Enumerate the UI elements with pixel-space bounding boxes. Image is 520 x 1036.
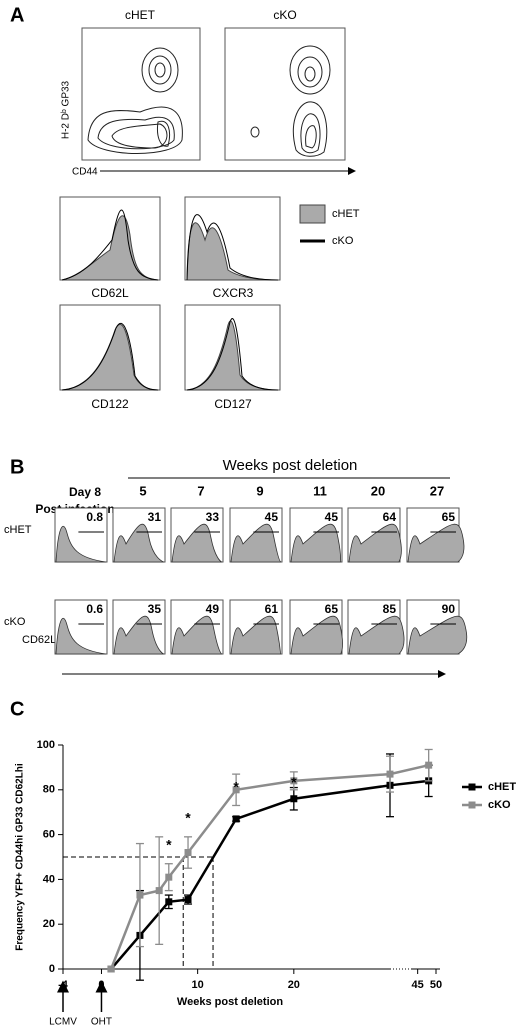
gate-value: 33 <box>206 510 220 524</box>
significance: * <box>233 778 239 794</box>
histogram <box>290 523 342 563</box>
y-tick-label: 20 <box>43 918 55 930</box>
gate-value: 64 <box>383 510 397 524</box>
contour-frame <box>224 27 346 161</box>
y-tick-label: 40 <box>43 873 55 885</box>
histogram <box>171 524 223 563</box>
histogram <box>407 615 468 655</box>
week-header: 5 <box>139 483 146 498</box>
y-axis-label: Frequency YFP+ CD44hi GP33 CD62Lhi <box>15 763 26 951</box>
axis-label: CD44 <box>72 167 98 178</box>
event-label: LCMV <box>49 1017 77 1028</box>
gate-value: 35 <box>148 602 162 616</box>
event-label: OHT <box>91 1017 112 1028</box>
panel-label: A <box>10 4 24 26</box>
x-tick-label: 50 <box>430 979 442 991</box>
histogram <box>55 618 107 655</box>
y-tick-label: 100 <box>37 739 55 751</box>
point <box>290 795 298 803</box>
week-header: 9 <box>256 483 263 498</box>
gate-value: 31 <box>148 510 162 524</box>
gate-value: 90 <box>442 602 456 616</box>
significance: * <box>166 837 172 853</box>
header: Weeks post deletion <box>223 457 358 474</box>
x-tick-label: 45 <box>412 979 424 991</box>
panel-b-grid: 5 7 9 11 20 27 cHET 0.8 31 33 45 45 64 65 cKO 0.6 35 49 61… <box>4 483 468 655</box>
day-label: Day 8 <box>69 485 101 499</box>
histogram <box>171 616 223 655</box>
gate-value: 45 <box>265 510 279 524</box>
significance: * <box>291 774 297 790</box>
legend-swatch <box>468 783 476 791</box>
histogram-label: CD122 <box>91 397 129 411</box>
y-tick-label: 0 <box>49 963 55 975</box>
point <box>136 891 144 899</box>
week-header: 11 <box>313 483 327 498</box>
axis-label: CD62L <box>22 634 56 646</box>
y-tick-label: 80 <box>43 784 55 796</box>
gate-value: 0.6 <box>86 602 103 616</box>
gate-value: 45 <box>325 510 339 524</box>
plot-title: cKO <box>273 8 296 22</box>
histogram <box>230 616 282 655</box>
gate-value: 49 <box>206 602 220 616</box>
histogram <box>290 615 343 655</box>
week-header: 20 <box>371 483 385 498</box>
week-header: 27 <box>430 483 444 498</box>
histograms <box>59 196 281 391</box>
point <box>107 965 115 973</box>
gate-value: 65 <box>325 602 339 616</box>
axis-label: H-2 Dᵇ GP33 <box>61 80 72 139</box>
point <box>184 896 192 904</box>
x-axis-label: Weeks post deletion <box>177 996 283 1008</box>
gate-value: 65 <box>442 510 456 524</box>
point <box>184 849 192 857</box>
x-tick-label: 10 <box>192 979 204 991</box>
histogram-label: CXCR3 <box>213 286 254 300</box>
legend-swatch <box>299 204 326 224</box>
point <box>290 777 298 785</box>
contour-frame <box>81 27 201 161</box>
histogram-label: CD62L <box>91 286 129 300</box>
histogram <box>113 524 165 563</box>
legend-label: cHET <box>488 781 516 793</box>
plot-title: cHET <box>125 8 156 22</box>
histogram <box>348 615 405 655</box>
histogram <box>55 526 107 563</box>
gate-value: 0.8 <box>86 510 103 524</box>
histogram-label: CD127 <box>214 397 252 411</box>
point <box>386 770 394 778</box>
legend-label: cHET <box>332 208 360 220</box>
histogram <box>113 616 165 655</box>
y-tick-label: 60 <box>43 829 55 841</box>
histogram <box>230 524 282 563</box>
histogram <box>348 523 402 563</box>
legend-label: cKO <box>488 799 511 811</box>
panel-label: C <box>10 698 24 720</box>
histogram <box>407 523 465 563</box>
point <box>155 887 163 895</box>
panel-label: B <box>10 456 24 478</box>
series-line <box>110 779 429 970</box>
point <box>165 898 173 906</box>
week-header: 7 <box>197 483 204 498</box>
point <box>425 761 433 769</box>
contours <box>87 45 331 157</box>
x-tick-label: 20 <box>288 979 300 991</box>
legend-swatch <box>468 801 476 809</box>
point <box>165 873 173 881</box>
significance: * <box>185 810 191 826</box>
row-label: cKO <box>4 616 26 628</box>
point <box>232 786 240 794</box>
point <box>232 815 240 823</box>
legend-label: cKO <box>332 235 354 247</box>
gate-value: 61 <box>265 602 279 616</box>
gate-value: 85 <box>383 602 397 616</box>
row-label: cHET <box>4 524 32 536</box>
